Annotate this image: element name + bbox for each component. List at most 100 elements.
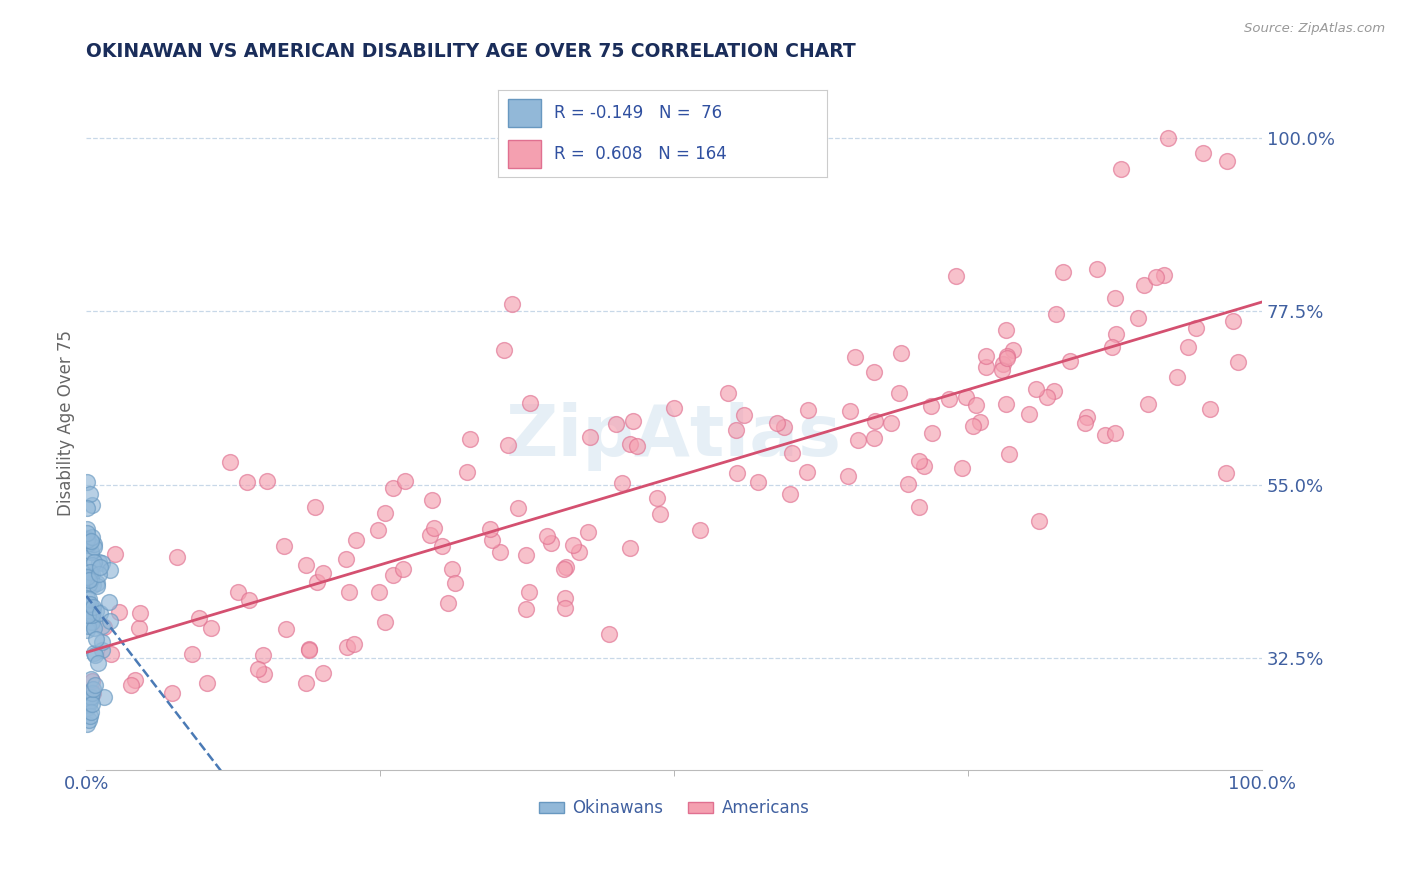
Point	[997, 351, 1019, 365]
Point	[423, 520, 446, 534]
Point	[79, 571, 101, 585]
Point	[166, 550, 188, 565]
Point	[77, 698, 100, 712]
Point	[160, 686, 183, 700]
Point	[79, 576, 101, 591]
Point	[515, 602, 537, 616]
Point	[77, 536, 100, 550]
Point	[82, 686, 104, 700]
Point	[79, 693, 101, 707]
Point	[77, 539, 100, 553]
Point	[76, 570, 98, 584]
Point	[1137, 397, 1160, 411]
Point	[955, 390, 977, 404]
Point	[295, 558, 318, 573]
Point	[772, 419, 794, 434]
Point	[80, 605, 103, 619]
Point	[974, 359, 997, 374]
Point	[554, 600, 576, 615]
Point	[87, 567, 110, 582]
Point	[181, 647, 204, 661]
Point	[610, 476, 633, 491]
Point	[846, 433, 869, 447]
Point	[298, 642, 321, 657]
Point	[717, 385, 740, 400]
Point	[76, 500, 98, 515]
Point	[82, 698, 104, 712]
Point	[83, 537, 105, 551]
Text: Source: ZipAtlas.com: Source: ZipAtlas.com	[1244, 22, 1385, 36]
Point	[76, 568, 98, 582]
Point	[553, 561, 575, 575]
Point	[863, 431, 886, 445]
Point	[554, 591, 576, 605]
Point	[921, 425, 943, 440]
Point	[536, 529, 558, 543]
Point	[82, 686, 104, 700]
Point	[87, 555, 110, 569]
Point	[555, 559, 578, 574]
Point	[100, 614, 122, 628]
Point	[247, 662, 270, 676]
Point	[80, 673, 103, 687]
Point	[304, 500, 326, 514]
Point	[568, 545, 591, 559]
Point	[458, 432, 481, 446]
Point	[844, 351, 866, 365]
Point	[76, 608, 98, 623]
Point	[945, 268, 967, 283]
Point	[1002, 343, 1025, 358]
Point	[80, 690, 103, 704]
Point	[312, 566, 335, 580]
Point	[1104, 426, 1126, 441]
Point	[662, 401, 685, 415]
Point	[890, 346, 912, 360]
Point	[76, 624, 98, 638]
Point	[80, 534, 103, 549]
Point	[344, 533, 367, 547]
Point	[108, 605, 131, 619]
Point	[562, 538, 585, 552]
Text: OKINAWAN VS AMERICAN DISABILITY AGE OVER 75 CORRELATION CHART: OKINAWAN VS AMERICAN DISABILITY AGE OVER…	[86, 42, 856, 61]
Point	[93, 620, 115, 634]
Point	[579, 430, 602, 444]
Point	[188, 610, 211, 624]
Point	[962, 419, 984, 434]
Point	[76, 532, 98, 546]
Point	[80, 615, 103, 629]
Point	[908, 500, 931, 515]
Point	[77, 713, 100, 727]
Point	[1166, 370, 1188, 384]
Point	[839, 403, 862, 417]
Point	[419, 527, 441, 541]
Point	[576, 524, 599, 539]
Point	[1101, 340, 1123, 354]
Point	[120, 678, 142, 692]
Point	[91, 635, 114, 649]
Point	[337, 584, 360, 599]
Point	[1076, 409, 1098, 424]
Point	[481, 533, 503, 548]
Point	[908, 454, 931, 468]
Point	[779, 486, 801, 500]
Point	[82, 600, 104, 615]
Point	[83, 646, 105, 660]
Point	[76, 522, 98, 536]
Point	[84, 632, 107, 646]
Point	[540, 536, 562, 550]
Point	[880, 416, 903, 430]
Point	[837, 469, 859, 483]
Point	[335, 551, 357, 566]
Point	[969, 415, 991, 429]
Point	[863, 414, 886, 428]
Point	[950, 461, 973, 475]
Point	[420, 493, 443, 508]
Point	[437, 595, 460, 609]
Point	[87, 657, 110, 671]
Point	[897, 477, 920, 491]
Point	[994, 397, 1017, 411]
Point	[82, 529, 104, 543]
Y-axis label: Disability Age Over 75: Disability Age Over 75	[58, 330, 75, 516]
Point	[619, 437, 641, 451]
Point	[273, 539, 295, 553]
